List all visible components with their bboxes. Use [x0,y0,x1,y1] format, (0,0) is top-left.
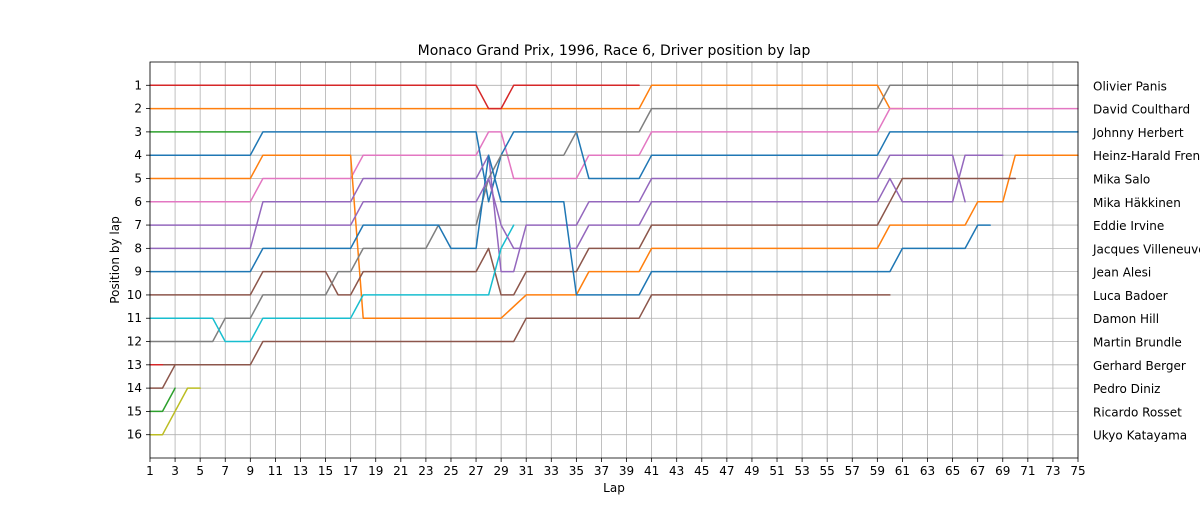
legend-label: Ricardo Rosset [1093,405,1182,419]
x-tick-label: 27 [468,464,483,478]
y-tick-label: 15 [127,404,142,418]
x-tick-label: 49 [744,464,759,478]
y-tick-label: 5 [134,171,142,185]
legend-label: Damon Hill [1093,312,1159,326]
y-axis-label: Position by lap [108,216,122,303]
x-tick-label: 31 [519,464,534,478]
x-tick-label: 3 [171,464,179,478]
y-tick-label: 11 [127,311,142,325]
x-tick-label: 69 [995,464,1010,478]
series-line-4 [149,154,1079,319]
legend-label: Eddie Irvine [1093,219,1164,233]
series-line-6 [149,154,966,273]
y-tick-label: 13 [127,358,142,372]
x-tick-label: 23 [418,464,433,478]
legend-label: Olivier Panis [1093,79,1167,93]
y-tick-label: 14 [127,381,142,395]
x-tick-label: 19 [368,464,383,478]
legend-label: David Coulthard [1093,103,1190,117]
legend-label: Martin Brundle [1093,336,1182,350]
x-tick-label: 39 [619,464,634,478]
x-tick-label: 1 [146,464,154,478]
x-tick-label: 5 [196,464,204,478]
legend-label: Johnny Herbert [1092,126,1184,140]
y-tick-label: 12 [127,335,142,349]
x-tick-label: 47 [719,464,734,478]
x-tick-label: 65 [945,464,960,478]
x-tick-label: 71 [1020,464,1035,478]
series-line-5 [149,177,1017,296]
grid [149,62,1079,458]
y-tick-label: 6 [134,195,142,209]
series-lines [149,84,1079,436]
x-tick-label: 25 [443,464,458,478]
x-axis-label: Lap [603,481,625,495]
x-tick-label: 61 [895,464,910,478]
legend-label: Jacques Villeneuve [1092,242,1200,256]
legend: Olivier Panis David Coulthard Johnny Herbe… [1092,79,1200,442]
series-line-3 [149,131,1079,203]
y-tick-label: 9 [134,265,142,279]
series-line-10 [149,84,640,110]
legend-label: Heinz-Harald Frentzen [1093,149,1200,163]
legend-label: Luca Badoer [1093,289,1168,303]
x-tick-label: 41 [644,464,659,478]
x-tick-label: 59 [870,464,885,478]
y-tick-label: 3 [134,125,142,139]
x-tick-label: 33 [544,464,559,478]
series-line-11 [149,224,515,343]
y-tick-label: 8 [134,241,142,255]
x-tick-label: 15 [318,464,333,478]
x-tick-label: 73 [1045,464,1060,478]
series-line-16 [149,387,201,436]
legend-label: Mika Salo [1093,172,1150,186]
y-tick-label: 7 [134,218,142,232]
series-line-9 [149,154,991,296]
x-tick-label: 17 [343,464,358,478]
legend-label: Gerhard Berger [1093,359,1186,373]
x-tick-label: 67 [970,464,985,478]
x-tick-label: 53 [794,464,809,478]
x-tick-label: 45 [694,464,709,478]
x-tick-label: 35 [569,464,584,478]
x-tick-label: 63 [920,464,935,478]
plot-frame [149,61,1079,459]
chart-title: Monaco Grand Prix, 1996, Race 6, Driver … [418,43,811,59]
y-tick-label: 16 [127,428,142,442]
series-line-7 [149,294,891,366]
y-tick-label: 4 [134,148,142,162]
series-line-17 [149,364,176,389]
x-tick-label: 75 [1070,464,1085,478]
legend-label: Jean Alesi [1092,266,1151,280]
x-tick-label: 51 [769,464,784,478]
series-line-15 [149,387,176,413]
y-tick-label: 1 [134,78,142,92]
x-tick-label: 57 [845,464,860,478]
x-tick-label: 13 [293,464,308,478]
x-tick-label: 29 [493,464,508,478]
x-tick-label: 37 [594,464,609,478]
legend-label: Ukyo Katayama [1093,429,1187,443]
x-tick-label: 9 [247,464,255,478]
y-tick-label: 10 [127,288,142,302]
x-axis-ticks: 1 3 5 7 9 11 13 15 17 19 21 23 25 27 29 31 33 35 37 39 41 43 4… [146,458,1086,478]
x-tick-label: 11 [268,464,283,478]
x-tick-label: 55 [820,464,835,478]
legend-label: Mika Häkkinen [1093,196,1181,210]
legend-label: Pedro Diniz [1093,382,1160,396]
x-tick-label: 43 [669,464,684,478]
x-tick-label: 21 [393,464,408,478]
y-tick-label: 2 [134,102,142,116]
x-tick-label: 7 [221,464,229,478]
series-line-14 [149,154,1004,250]
series-line-8 [149,84,1079,343]
